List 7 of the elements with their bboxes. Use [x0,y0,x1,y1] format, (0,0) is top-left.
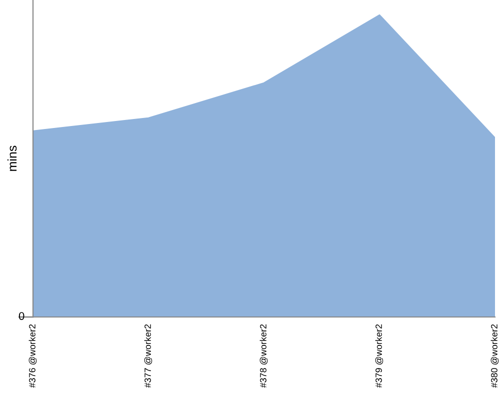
x-tick-label: #379 @worker2 [375,324,384,388]
x-tick-label: #378 @worker2 [260,324,268,388]
y-axis-title: mins [7,146,17,171]
x-tick-label: #377 @worker2 [144,324,152,388]
x-tick-label: #376 @worker2 [28,324,37,388]
x-tick-label: #380 @worker2 [490,324,499,388]
text: 0 [18,312,24,320]
